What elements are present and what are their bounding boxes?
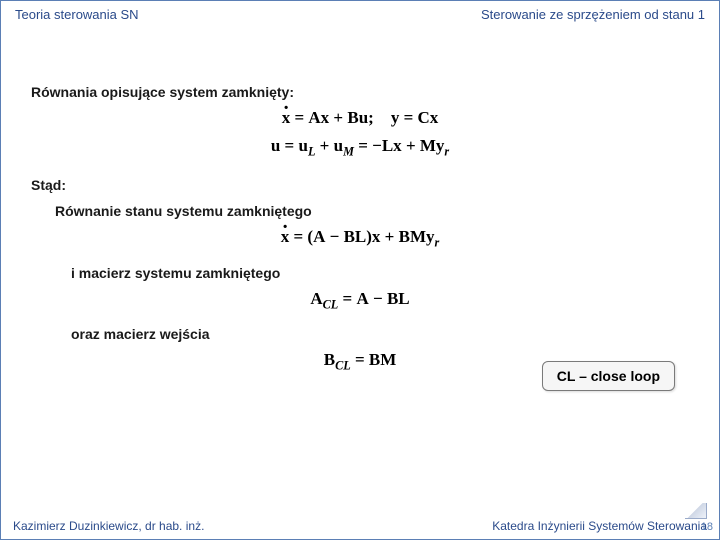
footer-right: Katedra Inżynierii Systemów Sterowania	[492, 519, 707, 533]
text-line-2: Stąd:	[31, 177, 689, 193]
equation-4: ACL = A − BL	[31, 289, 689, 312]
callout-box: CL – close loop	[542, 361, 675, 391]
header: Teoria sterowania SN Sterowanie ze sprzę…	[1, 1, 719, 26]
text-line-4: i macierz systemu zamkniętego	[71, 265, 689, 281]
text-line-1: Równania opisujące system zamknięty:	[31, 84, 689, 100]
equation-2: u = uL + uM = −Lx + Myr	[31, 136, 689, 159]
footer: Kazimierz Duzinkiewicz, dr hab. inż. Kat…	[1, 515, 719, 539]
footer-left: Kazimierz Duzinkiewicz, dr hab. inż.	[13, 519, 204, 533]
equation-3: x = (A − BL)x + BMyr	[31, 227, 689, 250]
header-right: Sterowanie ze sprzężeniem od stanu 1	[481, 7, 705, 22]
header-left: Teoria sterowania SN	[15, 7, 139, 22]
equation-1: x = Ax + Bu; y = Cx	[31, 108, 689, 128]
text-line-3: Równanie stanu systemu zamkniętego	[55, 203, 689, 219]
page-number: 18	[701, 521, 713, 533]
content: Równania opisujące system zamknięty: x =…	[1, 26, 719, 390]
text-line-5: oraz macierz wejścia	[71, 326, 689, 342]
